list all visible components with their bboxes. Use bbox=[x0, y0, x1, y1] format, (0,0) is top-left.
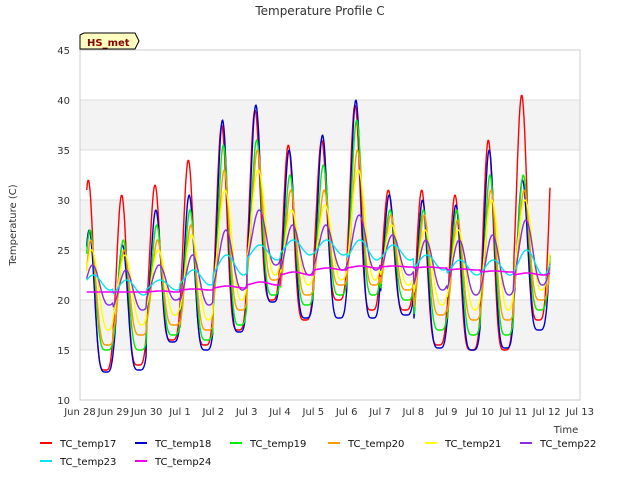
series-line-TC_temp21 bbox=[86, 169, 551, 331]
y-tick-label: 25 bbox=[57, 246, 70, 257]
y-tick-label: 35 bbox=[57, 146, 70, 157]
badge-box bbox=[79, 32, 140, 50]
legend-label: TC_temp18 bbox=[154, 439, 211, 450]
y-tick-label: 20 bbox=[57, 296, 70, 307]
x-axis-label: Time bbox=[553, 425, 578, 436]
series-line-TC_temp24 bbox=[86, 265, 551, 293]
x-tick-label: Jul 1 bbox=[168, 407, 191, 418]
series-lines bbox=[86, 94, 551, 373]
x-tick-labels: Jun 28 Jun 29 Jun 30 Jul 1 Jul 2 Jul 3 Jul 4 Ju… bbox=[63, 407, 594, 418]
chart-title: Temperature Profile C bbox=[254, 4, 384, 18]
x-tick-label: Jul 6 bbox=[335, 407, 358, 418]
y-tick-label: 10 bbox=[57, 396, 70, 407]
x-tick-label: Jun 30 bbox=[130, 407, 163, 418]
x-tick-label: Jul 4 bbox=[268, 407, 291, 418]
station-badge: HS_met bbox=[79, 32, 140, 50]
badge-label: HS_met bbox=[87, 38, 130, 49]
plot-band bbox=[80, 100, 580, 150]
series-line-TC_temp23 bbox=[86, 239, 551, 296]
legend-label: TC_temp17 bbox=[59, 439, 116, 450]
x-tick-label: Jul 7 bbox=[368, 407, 391, 418]
legend-label: TC_temp21 bbox=[444, 439, 501, 450]
x-tick-label: Jul 12 bbox=[532, 407, 561, 418]
x-tick-label: Jul 10 bbox=[465, 407, 494, 418]
x-tick-label: Jul 5 bbox=[302, 407, 325, 418]
series-line-TC_temp18 bbox=[86, 99, 551, 373]
legend-label: TC_temp19 bbox=[249, 439, 306, 450]
y-tick-label: 15 bbox=[57, 346, 70, 357]
x-tick-label: Jun 28 bbox=[63, 407, 96, 418]
legend: TC_temp17 TC_temp18 TC_temp19 TC_temp20 TC_t… bbox=[40, 439, 596, 468]
x-tick-label: Jun 29 bbox=[97, 407, 130, 418]
x-tick-label: Jul 11 bbox=[498, 407, 527, 418]
legend-label: TC_temp24 bbox=[154, 457, 211, 468]
x-tick-label: Jul 2 bbox=[202, 407, 225, 418]
x-tick-label: Jul 3 bbox=[235, 407, 258, 418]
legend-label: TC_temp22 bbox=[539, 439, 596, 450]
y-tick-label: 30 bbox=[57, 196, 70, 207]
x-tick-label: Jul 8 bbox=[402, 407, 425, 418]
y-tick-labels: 10 15 20 25 30 35 40 45 bbox=[57, 46, 70, 407]
legend-label: TC_temp20 bbox=[347, 439, 404, 450]
plot-band bbox=[80, 300, 580, 350]
y-axis-label: Temperature (C) bbox=[8, 184, 19, 266]
y-tick-label: 45 bbox=[57, 46, 70, 57]
legend-label: TC_temp23 bbox=[59, 457, 116, 468]
x-tick-label: Jul 9 bbox=[435, 407, 458, 418]
plot-frame bbox=[79, 49, 581, 401]
y-tick-label: 40 bbox=[57, 96, 70, 107]
x-tick-label: Jul 13 bbox=[565, 407, 594, 418]
series-line-TC_temp19 bbox=[86, 119, 551, 351]
